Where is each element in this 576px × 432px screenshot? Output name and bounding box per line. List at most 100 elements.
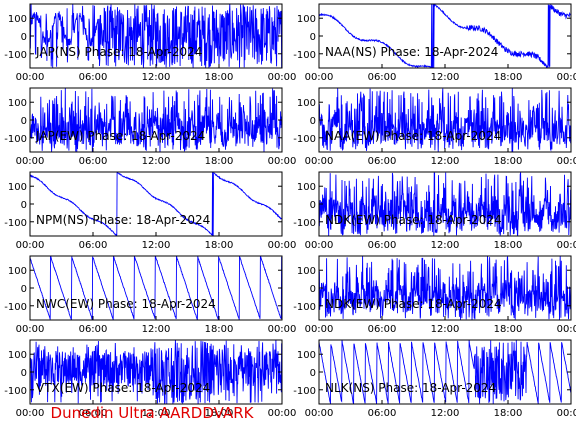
x-tick-label: 00:00 <box>16 72 45 83</box>
x-tick-label: 00:00 <box>268 240 297 251</box>
phase-trace <box>30 88 282 152</box>
phase-trace <box>319 340 571 404</box>
phase-panel-3: 100 0 -100 00:00 06:00 12:00 18:00 00:00 JAP(EW)… <box>4 87 297 167</box>
x-tick-label: 00:00 <box>268 156 297 167</box>
panel-title: VTX(EW) Phase: 18-Apr-2024 <box>36 381 210 395</box>
y-tick-label: -100 <box>293 218 316 229</box>
x-tick-label: 00:00 <box>557 72 576 83</box>
x-tick-label: 00:00 <box>16 324 45 335</box>
phase-trace <box>30 256 282 320</box>
panel-title: JAP(NS) Phase: 18-Apr-2024 <box>35 45 202 59</box>
phase-trace <box>319 88 571 152</box>
x-tick-label: 18:00 <box>494 156 523 167</box>
y-tick-label: 0 <box>310 368 316 379</box>
x-tick-label: 18:00 <box>205 324 234 335</box>
x-tick-label: 18:00 <box>494 240 523 251</box>
x-tick-label: 12:00 <box>431 240 460 251</box>
panel-title: NLK(NS) Phase: 18-Apr-2024 <box>325 381 496 395</box>
y-tick-label: -100 <box>293 302 316 313</box>
x-tick-label: 18:00 <box>494 324 523 335</box>
x-tick-label: 18:00 <box>205 408 234 419</box>
x-tick-label: 12:00 <box>431 72 460 83</box>
y-tick-label: 0 <box>310 200 316 211</box>
x-tick-label: 00:00 <box>16 240 45 251</box>
y-tick-label: -100 <box>4 302 27 313</box>
x-tick-label: 00:00 <box>16 156 45 167</box>
y-tick-label: 100 <box>297 98 316 109</box>
x-tick-label: 00:00 <box>268 72 297 83</box>
phase-trace <box>30 172 282 236</box>
x-tick-label: 12:00 <box>431 408 460 419</box>
y-tick-label: -100 <box>293 134 316 145</box>
y-tick-label: 0 <box>21 200 27 211</box>
y-tick-label: 100 <box>297 182 316 193</box>
phase-trace <box>30 4 282 68</box>
y-tick-label: 100 <box>8 182 27 193</box>
phase-trace <box>319 4 571 68</box>
x-tick-label: 00:00 <box>557 240 576 251</box>
x-tick-label: 00:00 <box>16 408 45 419</box>
x-tick-label: 06:00 <box>79 240 108 251</box>
x-tick-label: 06:00 <box>368 324 397 335</box>
y-tick-label: 0 <box>21 116 27 127</box>
x-tick-label: 18:00 <box>205 72 234 83</box>
x-tick-label: 06:00 <box>79 156 108 167</box>
y-tick-label: 100 <box>297 14 316 25</box>
phase-panel-6: 100 0 -100 00:00 06:00 12:00 18:00 00:00 NDK(EW)… <box>293 171 576 251</box>
y-tick-label: 0 <box>310 284 316 295</box>
y-tick-label: 100 <box>8 350 27 361</box>
x-tick-label: 00:00 <box>557 408 576 419</box>
phase-trace <box>319 256 571 320</box>
footer-caption: Dunedin Ultra AARDDVARK <box>50 404 254 422</box>
x-tick-label: 06:00 <box>79 408 108 419</box>
x-tick-label: 00:00 <box>268 408 297 419</box>
x-tick-label: 06:00 <box>79 324 108 335</box>
y-tick-label: -100 <box>4 134 27 145</box>
y-tick-label: -100 <box>4 386 27 397</box>
x-tick-label: 18:00 <box>205 240 234 251</box>
phase-panel-10: 100 0 -100 00:00 06:00 12:00 18:00 00:00 NLK(NS)… <box>293 339 576 419</box>
y-tick-label: 100 <box>8 98 27 109</box>
y-tick-label: -100 <box>293 50 316 61</box>
phase-panel-2: 100 0 -100 00:00 06:00 12:00 18:00 00:00 NAA(NS)… <box>293 3 576 83</box>
x-tick-label: 00:00 <box>305 408 334 419</box>
y-tick-label: 0 <box>21 284 27 295</box>
panel-title: NAA(NS) Phase: 18-Apr-2024 <box>325 45 498 59</box>
x-tick-label: 00:00 <box>305 156 334 167</box>
phase-trace <box>319 172 571 236</box>
x-tick-label: 00:00 <box>305 72 334 83</box>
panel-title: NAA(EW) Phase: 18-Apr-2024 <box>325 129 501 143</box>
y-tick-label: 0 <box>310 32 316 43</box>
y-tick-label: -100 <box>4 50 27 61</box>
x-tick-label: 12:00 <box>142 408 171 419</box>
x-tick-label: 06:00 <box>368 156 397 167</box>
x-tick-label: 12:00 <box>431 156 460 167</box>
x-tick-label: 12:00 <box>142 324 171 335</box>
x-tick-label: 06:00 <box>368 408 397 419</box>
x-tick-label: 00:00 <box>557 324 576 335</box>
y-tick-label: 0 <box>21 368 27 379</box>
y-tick-label: 0 <box>21 32 27 43</box>
x-tick-label: 00:00 <box>557 156 576 167</box>
y-tick-label: 0 <box>310 116 316 127</box>
y-tick-label: 100 <box>297 266 316 277</box>
x-tick-label: 00:00 <box>268 324 297 335</box>
x-tick-label: 00:00 <box>305 324 334 335</box>
x-tick-label: 18:00 <box>205 156 234 167</box>
x-tick-label: 12:00 <box>142 240 171 251</box>
phase-panel-7: 100 0 -100 00:00 06:00 12:00 18:00 00:00 NWC(EW)… <box>4 255 297 335</box>
y-tick-label: -100 <box>293 386 316 397</box>
y-tick-label: 100 <box>8 266 27 277</box>
phase-panel-4: 100 0 -100 00:00 06:00 12:00 18:00 00:00 NAA(EW)… <box>293 87 576 167</box>
panel-title: NDK(EW) Phase: 18-Apr-2024 <box>325 297 502 311</box>
y-tick-label: -100 <box>4 218 27 229</box>
y-tick-label: 100 <box>8 14 27 25</box>
x-tick-label: 06:00 <box>368 72 397 83</box>
panel-title: NPM(NS) Phase: 18-Apr-2024 <box>36 213 210 227</box>
x-tick-label: 00:00 <box>305 240 334 251</box>
panel-title: NWC(EW) Phase: 18-Apr-2024 <box>36 297 216 311</box>
phase-panel-8: 100 0 -100 00:00 06:00 12:00 18:00 00:00 NDK(EW)… <box>293 255 576 335</box>
phase-panel-1: 100 0 -100 00:00 06:00 12:00 18:00 00:00 JAP(NS)… <box>4 3 297 83</box>
phase-panel-5: 100 0 -100 00:00 06:00 12:00 18:00 00:00 NPM(NS)… <box>4 171 297 251</box>
